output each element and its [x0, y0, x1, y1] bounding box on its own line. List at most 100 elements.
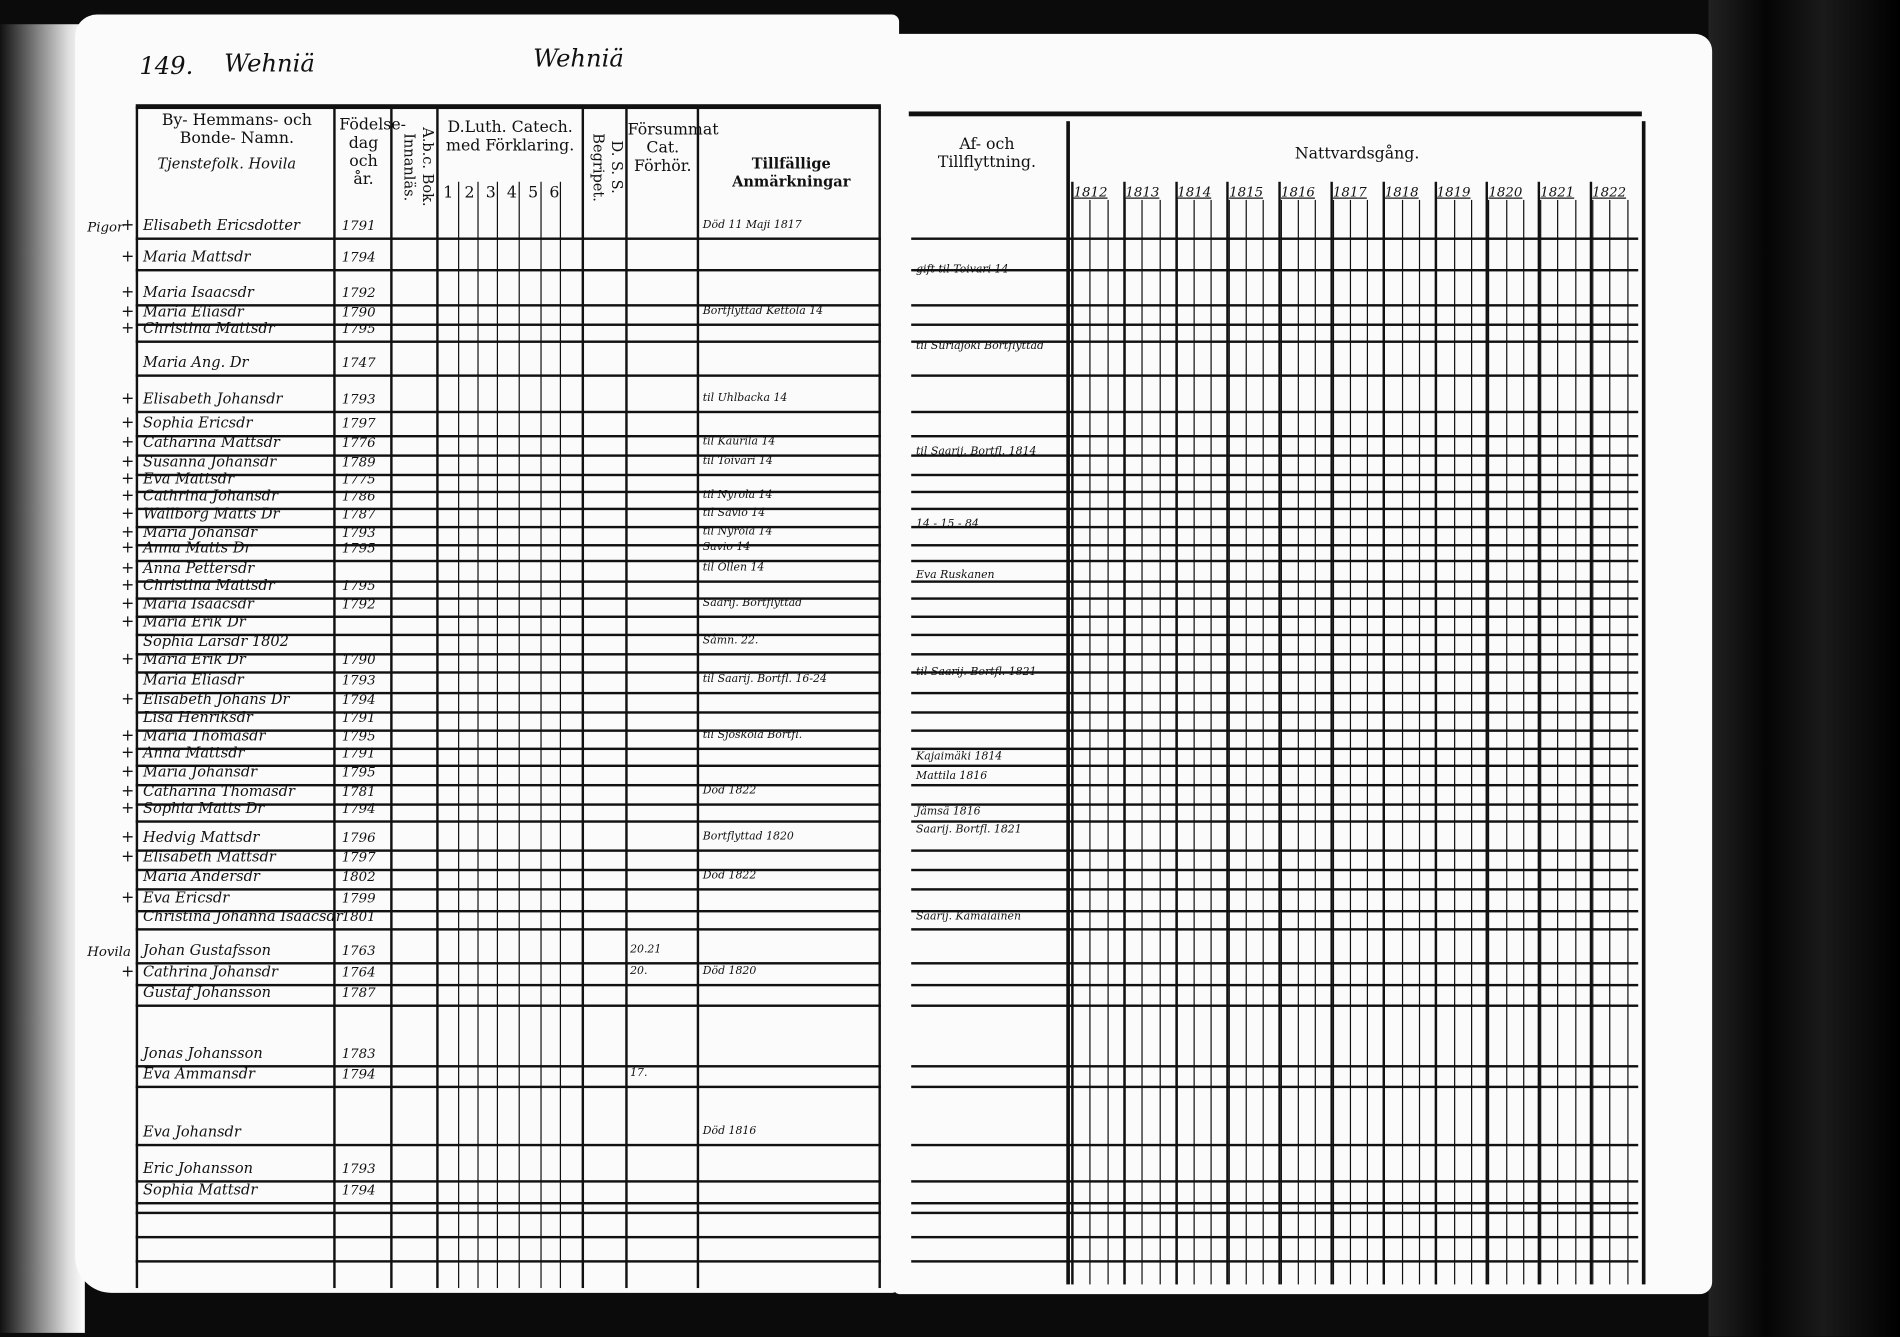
- catechism-part-label: 2: [464, 184, 475, 203]
- row-name: Maria Erik Dr: [142, 650, 246, 668]
- moving-note: Saarij. Bortfl. 1821: [916, 823, 1022, 837]
- deceased-mark: +: [121, 539, 135, 558]
- moving-note: til Saarij. Bortfl. 1821: [916, 666, 1037, 679]
- row-note: til Nyrola 14: [702, 525, 773, 538]
- row-name: Eva Mattsdr: [142, 470, 235, 488]
- column-rule-right: [1066, 121, 1070, 1285]
- row-birth-year: 1793: [341, 1160, 376, 1177]
- row-name: Maria Johansdr: [142, 763, 258, 781]
- row-birth-year: 1795: [341, 321, 376, 337]
- row-name: Maria Eliasdr: [142, 671, 244, 689]
- row-rule-right: [911, 820, 1639, 823]
- communion-subrule: [1245, 199, 1247, 1285]
- communion-subrule: [1158, 199, 1161, 1285]
- communion-subrule: [1609, 199, 1611, 1285]
- row-rule: [135, 764, 881, 768]
- row-rule-right: [911, 1065, 1639, 1068]
- row-birth-year: 1797: [341, 415, 376, 432]
- row-rule: [135, 435, 881, 438]
- row-rule-right: [911, 909, 1639, 913]
- col-header-name: By- Hemmans- och Bonde- Namn.: [161, 111, 312, 148]
- deceased-mark: +: [121, 848, 135, 867]
- row-rule-right: [911, 633, 1639, 637]
- catechism-part-label: 4: [506, 184, 517, 203]
- row-rule: [135, 820, 881, 823]
- row-note: til Uhlbacka 14: [702, 392, 788, 405]
- column-rule-right: [1641, 121, 1646, 1285]
- page-number: 149.: [139, 50, 194, 80]
- moving-note: Saarij. Kämäläinen: [916, 911, 1022, 924]
- row-rule: [135, 525, 881, 529]
- row-rule-right: [911, 1235, 1639, 1239]
- row-rule: [135, 1202, 881, 1205]
- row-rule-right: [911, 691, 1639, 695]
- communion-year-label: 1821: [1540, 184, 1575, 200]
- deceased-mark: +: [121, 319, 135, 339]
- deceased-mark: +: [121, 505, 135, 524]
- row-birth-year: 1791: [341, 745, 376, 761]
- row-note: Såmn. 22.: [702, 634, 759, 648]
- communion-subrule: [1366, 199, 1369, 1285]
- deceased-mark: +: [121, 453, 135, 472]
- communion-year-label: 1819: [1436, 184, 1471, 200]
- row-name: Maria Ang. Dr: [142, 353, 249, 371]
- row-birth-year: 1790: [341, 304, 376, 320]
- communion-year-rule: [1589, 181, 1593, 1285]
- communion-subrule: [1626, 199, 1629, 1285]
- row-birth-year: 1775: [341, 471, 376, 488]
- communion-year-label: 1815: [1229, 184, 1264, 200]
- column-rule: [581, 106, 585, 1289]
- communion-year-label: 1820: [1488, 184, 1523, 200]
- row-name: Maria Isaacsdr: [142, 283, 254, 301]
- moving-note: 14 - 15 - 84: [916, 518, 979, 531]
- row-birth-year: 1787: [341, 506, 376, 523]
- communion-year-rule: [1537, 181, 1541, 1285]
- row-rule: [135, 671, 881, 674]
- row-rule: [135, 323, 881, 326]
- page-title-left: Wehniä: [224, 48, 315, 78]
- row-rule: [135, 983, 881, 987]
- row-rule: [135, 849, 881, 852]
- communion-year-rule: [1226, 181, 1230, 1285]
- row-rule-right: [911, 783, 1639, 787]
- deceased-mark: +: [121, 889, 135, 908]
- row-birth-year: 1795: [341, 540, 376, 557]
- communion-subrule: [1107, 199, 1109, 1285]
- row-margin-label: Hovila: [87, 943, 131, 960]
- communion-year-label: 1814: [1177, 184, 1212, 200]
- row-name: Hedvig Mattsdr: [142, 828, 260, 846]
- deceased-mark: +: [121, 390, 135, 409]
- row-name: Johan Gustafsson: [142, 941, 271, 959]
- row-birth-year: 1796: [341, 830, 376, 846]
- row-note: til Sjöskola Bortfl.: [702, 729, 803, 742]
- deceased-mark: +: [121, 576, 135, 595]
- row-rule: [135, 1085, 881, 1089]
- moving-note: til Suriajoki Bortflyttad: [916, 340, 1044, 353]
- moving-note: til Saarij. Bortfl. 1814: [916, 445, 1037, 459]
- row-forsummat: 20.: [630, 965, 648, 978]
- row-name: Gustaf Johansson: [142, 983, 271, 1001]
- row-rule-right: [911, 597, 1639, 600]
- column-rule: [878, 106, 881, 1289]
- row-rule: [135, 868, 881, 872]
- communion-year-label: 1822: [1592, 184, 1627, 200]
- communion-subrule: [1505, 199, 1507, 1285]
- communion-year-label: 1813: [1125, 184, 1160, 200]
- row-note: Saarij. Bortflyttad: [702, 597, 803, 610]
- row-rule: [135, 473, 881, 477]
- communion-year-rule: [1382, 181, 1385, 1285]
- row-name: Elisabeth Johans Dr: [142, 690, 290, 708]
- row-rule-right: [911, 653, 1639, 656]
- row-rule: [135, 559, 881, 563]
- catechism-part-label: 1: [443, 184, 454, 203]
- row-name: Sophia Matts Dr: [142, 799, 265, 817]
- row-rule: [135, 783, 881, 787]
- row-name: Eva Johansdr: [142, 1123, 241, 1141]
- col-header-forsummat: Försummat Cat. Förhör.: [627, 121, 719, 176]
- row-rule-right: [911, 747, 1639, 751]
- row-rule: [135, 747, 881, 751]
- row-rule-right: [911, 374, 1639, 377]
- communion-subrule: [1557, 199, 1559, 1285]
- row-birth-year: 1764: [341, 964, 376, 981]
